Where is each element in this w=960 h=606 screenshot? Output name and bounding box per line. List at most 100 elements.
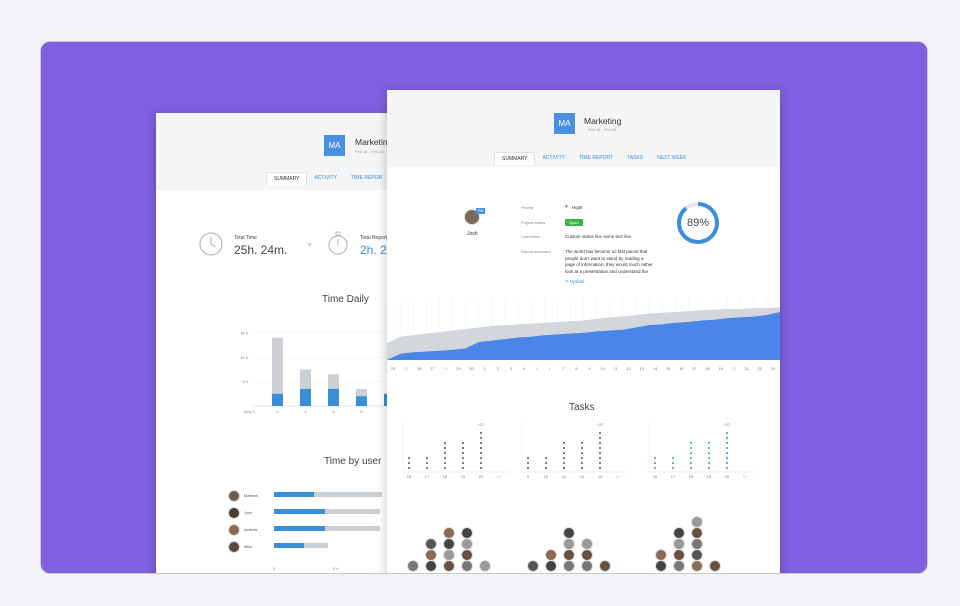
x-tick-label: 9 — [527, 474, 530, 479]
total-report-value: 2h. 2 — [360, 243, 387, 257]
progress-ring — [677, 202, 719, 244]
task-dot — [654, 462, 656, 464]
tab-activity[interactable]: ACTIVITY — [542, 155, 565, 161]
user-bar-tracked — [274, 543, 305, 548]
task-dot — [563, 467, 565, 469]
x-tick-label: 4 — [523, 366, 526, 371]
task-dot — [527, 467, 529, 469]
task-dot — [708, 447, 710, 449]
x-tick-label: 7 — [562, 366, 565, 371]
task-dot — [672, 467, 674, 469]
bar-tracked — [272, 393, 283, 406]
task-dot — [444, 457, 446, 459]
task-dot — [654, 457, 656, 459]
tab-activity[interactable]: ACTIVITY — [314, 175, 337, 181]
tab-time-report[interactable]: TIME REPOR — [350, 175, 383, 181]
task-dot — [726, 452, 728, 454]
report-line: look at a presentation and understand th… — [565, 268, 649, 274]
x-tick-label: 3 — [510, 366, 513, 371]
task-dot — [726, 432, 728, 434]
task-dot — [480, 457, 482, 459]
update-label: Update — [570, 279, 585, 284]
task-dot — [527, 462, 529, 464]
person-name: Josh — [467, 231, 478, 237]
task-dot — [708, 452, 710, 454]
task-dot — [426, 462, 428, 464]
x-tick-label: 15 — [666, 366, 671, 371]
front-tabs: SUMMARY ACTIVITY TIME REPORT TASKS NEXT … — [494, 152, 693, 165]
tab-next-week[interactable]: NEXT WEEK — [657, 155, 687, 161]
back-report-card: MA Marketing Feb 18 - Feb 25 SUMMARY ACT… — [156, 113, 396, 573]
task-dot — [726, 447, 728, 449]
assignee-avatar — [527, 560, 539, 572]
back-card-header: MA Marketing Feb 18 - Feb 25 SUMMARY ACT… — [156, 113, 396, 190]
x-tick-label: 1 — [484, 366, 487, 371]
tab-summary[interactable]: SUMMARY — [494, 152, 536, 165]
bar-tracked — [300, 388, 311, 406]
heart-icon: ♥ — [565, 204, 568, 210]
task-dot — [690, 467, 692, 469]
assignee-avatar — [563, 560, 575, 572]
task-dot — [563, 447, 565, 449]
task-dot — [581, 452, 583, 454]
back-tabs: SUMMARY ACTIVITY TIME REPOR — [266, 172, 389, 185]
assignee-avatar — [581, 560, 593, 572]
x-tick-label: 18 — [443, 474, 448, 479]
task-dot — [726, 437, 728, 439]
tab-summary[interactable]: SUMMARY — [266, 172, 308, 185]
time-daily-title: Time Daily — [322, 294, 369, 305]
front-card-header: MA Marketing Feb 18 - Feb 25 SUMMARY ACT… — [387, 90, 780, 167]
task-dot — [654, 467, 656, 469]
area-series-blue — [387, 311, 780, 360]
user-name: Andrew — [244, 527, 258, 532]
total-report-label: Total Report — [360, 235, 387, 241]
task-dot — [672, 462, 674, 464]
x-tick-label: 4 — [332, 409, 335, 414]
users-axis-five: 5 h — [333, 566, 339, 571]
task-dot — [408, 462, 410, 464]
x-tick-label: 25 — [404, 366, 409, 371]
task-dot — [690, 452, 692, 454]
task-dot — [545, 467, 547, 469]
x-tick-label: 22 — [758, 366, 763, 371]
task-dot — [599, 452, 601, 454]
task-dot — [545, 457, 547, 459]
tab-time-report[interactable]: TIME REPORT — [578, 155, 614, 161]
task-dot — [690, 462, 692, 464]
pencil-icon: ✎ — [565, 279, 569, 284]
update-link[interactable]: ✎ Update — [565, 279, 585, 285]
comments-label: Comments — [521, 234, 541, 239]
x-tick-label: 5 — [360, 409, 363, 414]
report-comment-text: The world has become so fast paced that … — [565, 249, 653, 275]
task-dot — [581, 462, 583, 464]
x-tick-label: 9 — [588, 366, 591, 371]
separator-dot — [308, 243, 311, 246]
task-dot — [444, 442, 446, 444]
total-time-value: 25h. 24m. — [234, 243, 288, 257]
bar-total — [272, 337, 283, 406]
bar-tracked — [356, 396, 367, 406]
task-dot — [581, 442, 583, 444]
x-tick-label: 21 — [743, 474, 748, 479]
task-dot — [462, 447, 464, 449]
user-avatar — [228, 541, 240, 553]
x-tick-label: 26 — [417, 366, 422, 371]
task-dot — [726, 442, 728, 444]
tab-tasks[interactable]: TASKS — [627, 155, 644, 161]
task-dot — [599, 437, 601, 439]
task-dot — [690, 457, 692, 459]
front-project-avatar: MA — [554, 113, 575, 134]
task-dot — [408, 457, 410, 459]
task-dot — [581, 447, 583, 449]
total-time-label: Total Time — [234, 235, 257, 241]
x-tick-label: 30 — [469, 366, 474, 371]
back-project-dates: Feb 18 - Feb 25 — [355, 149, 384, 154]
x-tick-label: 23 — [771, 366, 776, 371]
task-dot — [444, 447, 446, 449]
task-dot — [708, 467, 710, 469]
assignee-avatar — [425, 560, 437, 572]
task-dot — [480, 452, 482, 454]
report-line: people don't want to stand by reading a — [565, 255, 644, 261]
x-tick-label: 17 — [671, 474, 676, 479]
user-bar-total — [274, 526, 380, 531]
